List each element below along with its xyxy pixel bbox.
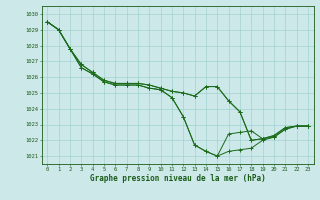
X-axis label: Graphe pression niveau de la mer (hPa): Graphe pression niveau de la mer (hPa) (90, 174, 266, 183)
